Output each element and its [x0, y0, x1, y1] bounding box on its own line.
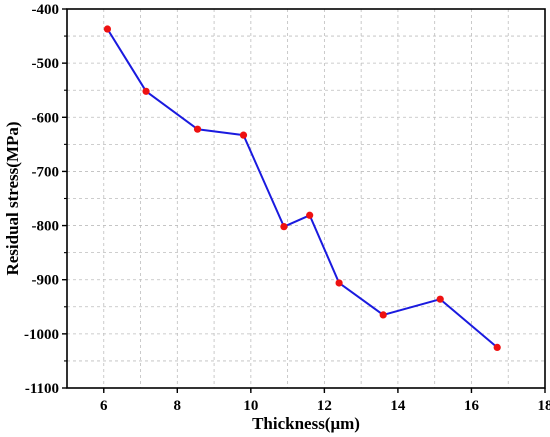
x-tick-label: 10 [243, 398, 258, 414]
plot-frame [66, 8, 546, 389]
y-tick-label: -800 [32, 219, 60, 235]
y-tick-label: -1000 [24, 327, 59, 343]
data-point [193, 125, 202, 133]
data-point [335, 279, 343, 287]
data-point [306, 211, 314, 219]
data-point [280, 223, 288, 231]
data-point [103, 25, 112, 33]
series-line [106, 28, 498, 349]
x-axis-title: Thickness(μm) [252, 414, 360, 433]
data-point [493, 343, 501, 351]
y-tick-label: -500 [32, 56, 60, 72]
y-tick-label: -400 [32, 2, 60, 18]
y-tick-label: -1100 [25, 381, 59, 397]
y-axis-title: Residual stress(MPa) [3, 121, 22, 275]
y-tick-label: -600 [32, 110, 60, 126]
x-tick-label: 8 [174, 398, 182, 414]
grid [67, 9, 545, 388]
data-point [239, 131, 248, 139]
data-point [142, 87, 150, 95]
data-point [436, 295, 444, 303]
y-tick-label: -900 [32, 273, 60, 289]
x-tick-label: 6 [100, 398, 108, 414]
x-tick-label: 16 [464, 398, 480, 414]
data-point [379, 311, 387, 319]
ticks: 6 8 10 12 14 16 18 -400 -500 -600 -700 -800 -900 -100… [24, 2, 550, 414]
y-tick-label: -700 [32, 164, 60, 180]
series-layer [103, 25, 501, 351]
x-tick-label: 18 [538, 398, 550, 414]
x-tick-label: 12 [317, 398, 332, 414]
x-tick-label: 14 [390, 398, 406, 414]
